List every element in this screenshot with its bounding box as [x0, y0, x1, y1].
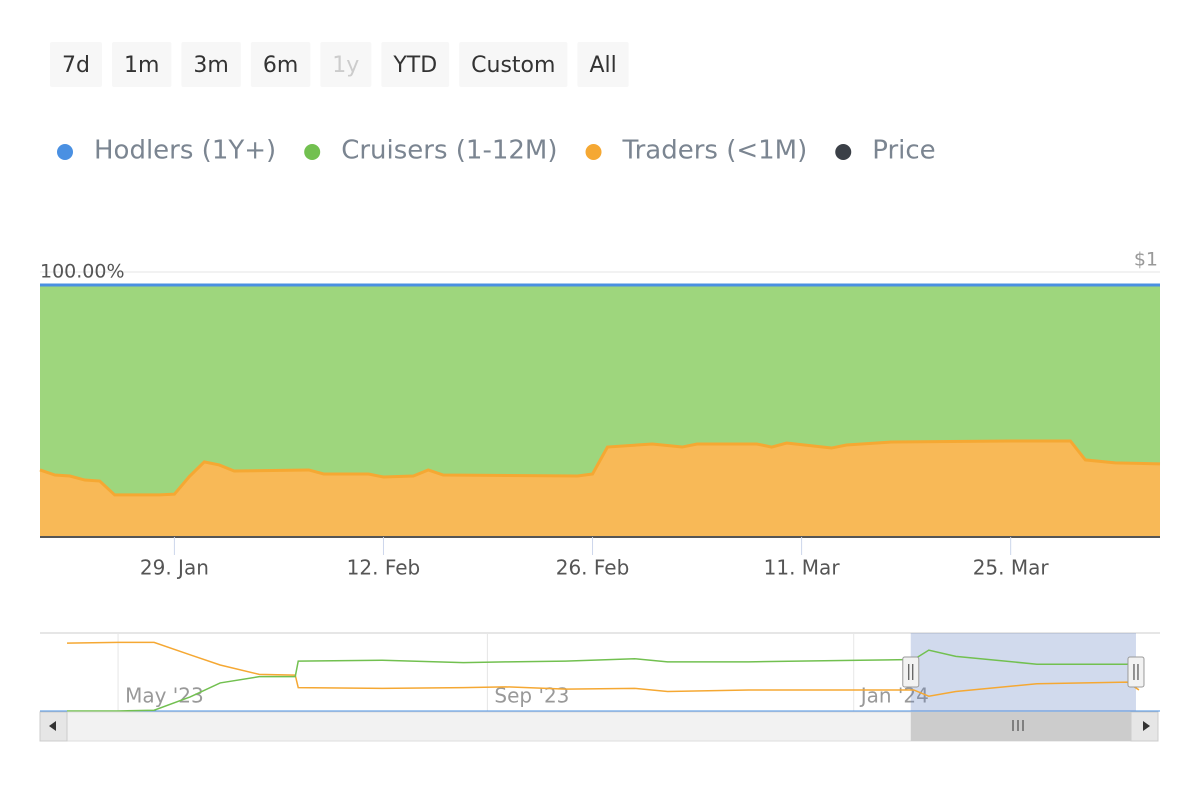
range-button-label[interactable]: All	[589, 53, 616, 78]
range-button-bg	[320, 42, 372, 87]
range-button-bg[interactable]	[111, 42, 172, 87]
navigator-tick-label: Jan '24	[859, 684, 929, 708]
x-tick-label: 26. Feb	[556, 556, 630, 580]
legend-item[interactable]: Cruisers (1-12M)	[304, 136, 558, 166]
range-button-bg[interactable]	[50, 42, 102, 87]
range-button[interactable]: 7d	[50, 42, 102, 87]
range-button: 1y	[320, 42, 372, 87]
navigator-mask	[910, 633, 1136, 711]
range-button-bg[interactable]	[381, 42, 450, 87]
navigator-line	[67, 641, 1140, 697]
navigator-handle-box[interactable]	[1127, 656, 1145, 688]
x-tick-label: 11. Mar	[764, 556, 841, 580]
range-button[interactable]: 3m	[181, 42, 241, 87]
legend-item[interactable]: Hodlers (1Y+)	[57, 136, 276, 166]
range-button-label[interactable]: 6m	[263, 53, 298, 78]
x-tick-label: 29. Jan	[140, 556, 209, 580]
range-button-label[interactable]: 1m	[124, 53, 159, 78]
legend-marker[interactable]	[57, 144, 73, 160]
navigator-tick-label: May '23	[125, 684, 204, 708]
y-tick-label: 100.00%	[40, 261, 125, 283]
range-button[interactable]: 6m	[250, 42, 311, 87]
range-button-label[interactable]: 3m	[193, 53, 228, 78]
navigator-line	[67, 649, 1140, 712]
range-button-label[interactable]: YTD	[392, 53, 437, 78]
range-button-bg[interactable]	[250, 42, 311, 87]
range-button-label[interactable]: Custom	[471, 53, 555, 78]
range-button-bg[interactable]	[577, 42, 629, 87]
y2-tick-label: $1	[1134, 249, 1158, 271]
legend-marker[interactable]	[585, 144, 602, 160]
range-button-bg[interactable]	[181, 42, 241, 87]
navigator-handle[interactable]	[1127, 656, 1145, 688]
legend-marker[interactable]	[835, 144, 852, 160]
range-button[interactable]: 1m	[111, 42, 172, 87]
legend-item[interactable]: Price	[835, 136, 936, 166]
navigator-handle[interactable]	[902, 656, 920, 688]
range-button-label: 1y	[332, 53, 359, 78]
x-tick-label: 12. Feb	[347, 556, 421, 580]
legend-item[interactable]: Traders (<1M)	[585, 136, 808, 166]
legend-marker[interactable]	[304, 144, 321, 160]
range-button[interactable]: YTD	[381, 42, 450, 87]
legend-label[interactable]: Traders (<1M)	[622, 136, 808, 166]
scrollbar-left-arrow	[49, 721, 56, 731]
x-tick-label: 25. Mar	[973, 556, 1050, 580]
legend-label[interactable]: Hodlers (1Y+)	[94, 136, 276, 166]
range-button-label[interactable]: 7d	[62, 53, 90, 78]
range-button[interactable]: Custom	[459, 42, 568, 87]
area-fill	[40, 440, 1160, 537]
navigator-handle-box[interactable]	[902, 656, 920, 688]
range-button[interactable]: All	[577, 42, 629, 87]
legend-label[interactable]: Cruisers (1-12M)	[341, 136, 557, 166]
scrollbar-right-arrow	[1143, 721, 1150, 731]
area-line	[39, 439, 1161, 497]
range-button-bg[interactable]	[459, 42, 568, 87]
scrollbar-right-button[interactable]	[1130, 711, 1159, 742]
legend-label[interactable]: Price	[872, 136, 935, 166]
